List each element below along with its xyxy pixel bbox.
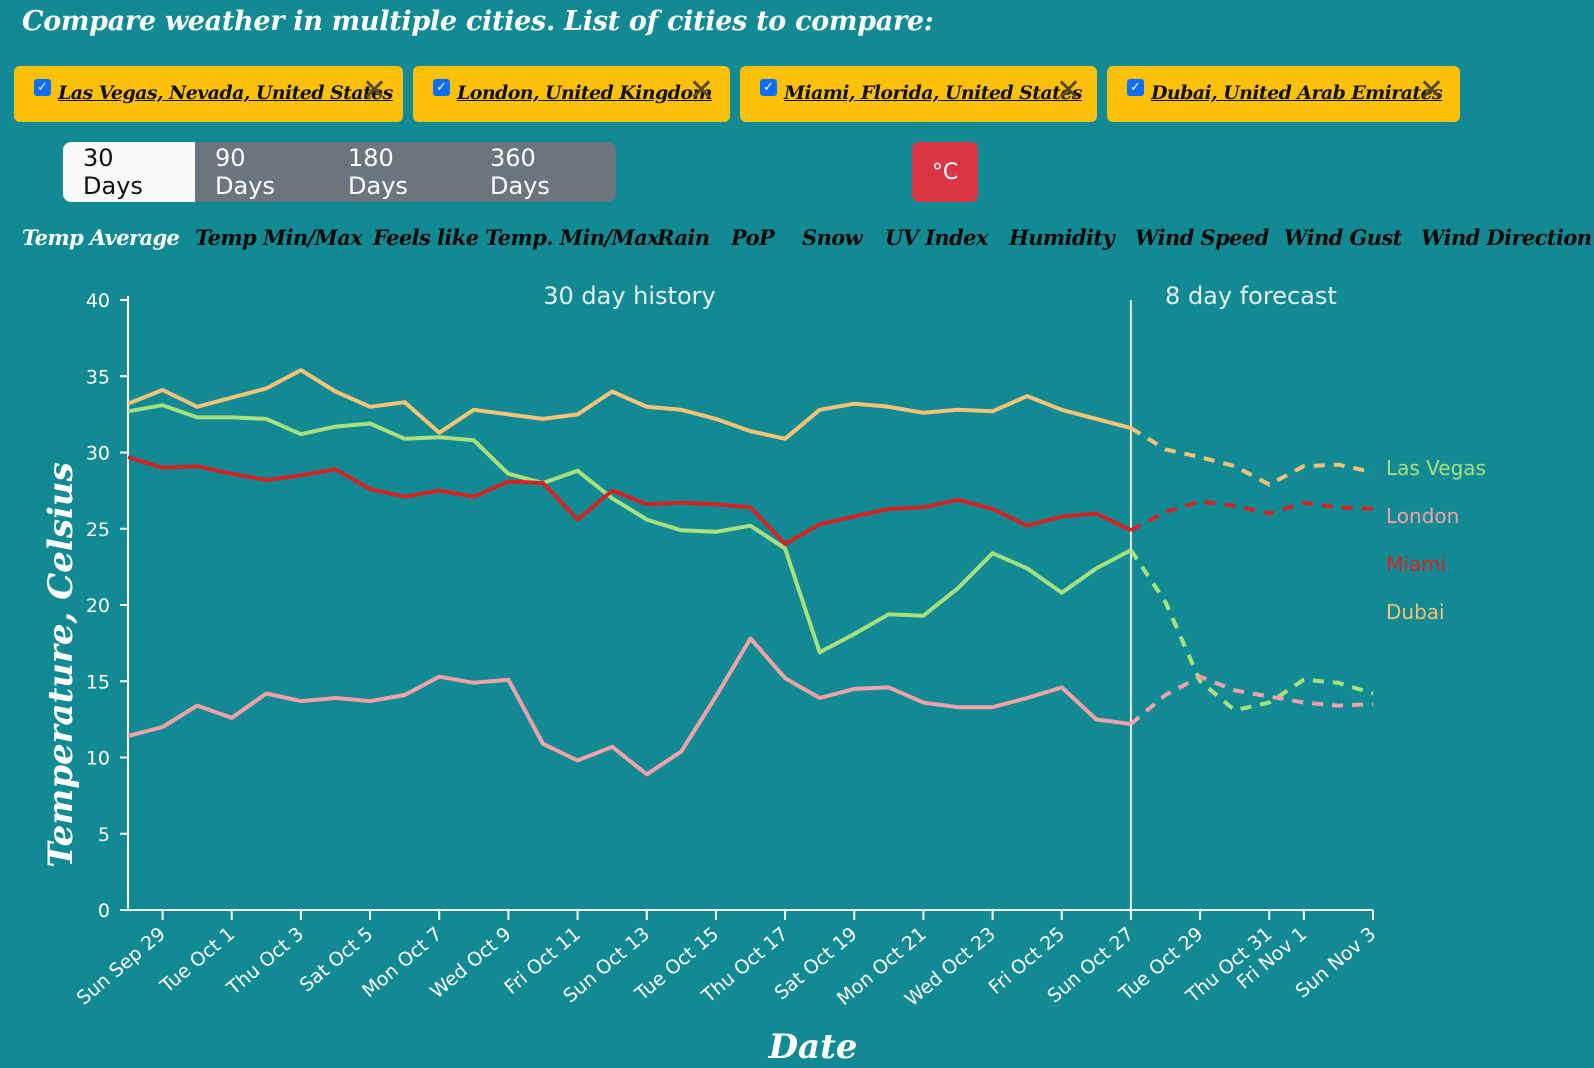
y-tick-label: 10 xyxy=(86,748,110,770)
y-tick-label: 40 xyxy=(86,290,110,312)
y-tick-label: 15 xyxy=(86,671,110,693)
series-line-miami-forecast xyxy=(1129,499,1374,533)
page-heading: Compare weather in multiple cities. List… xyxy=(22,6,934,37)
range-button-group: 30 Days 90 Days 180 Days 360 Days xyxy=(63,142,616,202)
close-icon[interactable]: ✕ xyxy=(1418,73,1444,108)
tab-wind-speed[interactable]: Wind Speed xyxy=(1135,225,1269,250)
tab-rain[interactable]: Rain xyxy=(657,225,710,250)
city-chip-dubai: ✓ Dubai, United Arab Emirates ✕ xyxy=(1107,66,1460,122)
tab-feels-like[interactable]: Feels like Temp. Min/Max xyxy=(373,225,660,250)
city-link-dubai[interactable]: Dubai, United Arab Emirates xyxy=(1151,82,1443,104)
x-tick-label: Sun Sep 29 xyxy=(73,923,170,1009)
x-axis-title: Date xyxy=(768,1027,858,1067)
legend-item-dubai: Dubai xyxy=(1386,600,1445,624)
close-icon[interactable]: ✕ xyxy=(361,73,387,108)
y-tick-label: 20 xyxy=(86,595,110,617)
y-tick-label: 35 xyxy=(86,366,110,388)
range-90-days-button[interactable]: 90 Days xyxy=(215,144,275,200)
city-link-miami[interactable]: Miami, Florida, United States xyxy=(784,82,1082,104)
series-line-las-vegas-forecast xyxy=(1129,548,1374,713)
series-line-miami-history xyxy=(127,455,1132,546)
tab-temp-average[interactable]: Temp Average xyxy=(22,225,180,250)
city-link-las-vegas[interactable]: Las Vegas, Nevada, United States xyxy=(58,82,393,104)
legend-item-miami: Miami xyxy=(1386,552,1446,576)
city-chip-miami: ✓ Miami, Florida, United States ✕ xyxy=(740,66,1097,122)
series-line-london-forecast xyxy=(1129,674,1374,726)
checkbox-checked-icon[interactable]: ✓ xyxy=(1127,79,1144,96)
y-tick-label: 25 xyxy=(86,519,110,541)
legend-item-london: London xyxy=(1386,504,1459,528)
x-tick-label: Thu Oct 3 xyxy=(222,923,308,1000)
range-180-days-button[interactable]: 180 Days xyxy=(348,144,408,200)
series-line-london-history xyxy=(127,636,1132,777)
checkbox-checked-icon[interactable]: ✓ xyxy=(760,79,777,96)
city-link-london[interactable]: London, United Kingdom xyxy=(457,82,713,104)
tab-snow[interactable]: Snow xyxy=(802,225,863,250)
y-tick-label: 5 xyxy=(98,824,110,846)
legend-item-las-vegas: Las Vegas xyxy=(1386,456,1486,480)
range-360-days-button[interactable]: 360 Days xyxy=(490,144,550,200)
city-chip-las-vegas: ✓ Las Vegas, Nevada, United States ✕ xyxy=(14,66,403,122)
tab-temp-min-max[interactable]: Temp Min/Max xyxy=(195,225,363,250)
checkbox-checked-icon[interactable]: ✓ xyxy=(433,79,450,96)
city-chip-london: ✓ London, United Kingdom ✕ xyxy=(413,66,730,122)
series-line-dubai-history xyxy=(127,368,1132,441)
close-icon[interactable]: ✕ xyxy=(688,73,714,108)
y-axis-title: Temperature, Celsius xyxy=(41,462,81,868)
range-30-days-button[interactable]: 30 Days xyxy=(63,142,195,202)
tab-humidity[interactable]: Humidity xyxy=(1009,225,1115,250)
close-icon[interactable]: ✕ xyxy=(1055,73,1081,108)
tab-uv-index[interactable]: UV Index xyxy=(885,225,988,250)
tab-wind-direction[interactable]: Wind Direction xyxy=(1421,225,1592,250)
y-tick-label: 30 xyxy=(86,443,110,465)
series-line-las-vegas-history xyxy=(127,403,1132,655)
unit-toggle-button[interactable]: °C xyxy=(912,142,978,202)
checkbox-checked-icon[interactable]: ✓ xyxy=(34,79,51,96)
tab-wind-gust[interactable]: Wind Gust xyxy=(1284,225,1402,250)
series-line-dubai-forecast xyxy=(1129,426,1374,487)
forecast-label: 8 day forecast xyxy=(1165,282,1337,310)
tab-pop[interactable]: PoP xyxy=(731,225,775,250)
y-tick-label: 0 xyxy=(98,900,110,922)
history-label: 30 day history xyxy=(543,282,716,310)
